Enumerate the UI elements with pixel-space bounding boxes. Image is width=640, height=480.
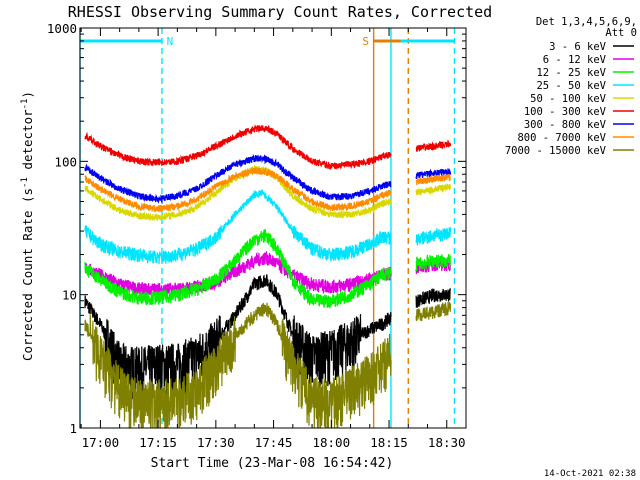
series-line: [84, 189, 452, 265]
legend-label: 800 - 7000 keV: [517, 132, 606, 144]
flag-label-n: N: [167, 35, 174, 48]
series-line: [84, 166, 452, 213]
y-tick-label: 100: [54, 154, 77, 169]
legend-label: 3 - 6 keV: [549, 41, 607, 53]
x-axis-label: Start Time (23-Mar-08 16:54:42): [151, 456, 394, 471]
x-tick-label: 17:00: [82, 435, 120, 450]
axis-ticks: 17:00 17:15 17:30 17:45 18:00 18:15 18:30 1 10 10…: [47, 21, 467, 450]
series-line: [84, 301, 452, 429]
legend-label: 300 - 800 keV: [524, 119, 607, 131]
legend-label: 100 - 300 keV: [524, 106, 607, 118]
y-axis-label: Corrected Count Rate (s-1 detector-1): [20, 91, 35, 361]
legend-label: 12 - 25 keV: [536, 67, 606, 79]
x-tick-label: 18:15: [370, 435, 408, 450]
series-layer: [84, 124, 452, 429]
legend-label: 25 - 50 keV: [536, 80, 606, 92]
plot-border: [79, 27, 467, 429]
flag-label-s: S: [362, 35, 369, 48]
footer-date: 14-Oct-2021 02:38: [544, 469, 636, 479]
x-tick-label: 18:00: [312, 435, 350, 450]
legend-label: 6 - 12 keV: [543, 54, 607, 66]
series-line: [84, 229, 452, 309]
y-tick-label: 1: [69, 421, 77, 436]
legend-header: Det 1,3,4,5,6,9,: [536, 16, 637, 28]
x-tick-label: 18:30: [428, 435, 466, 450]
series-line: [84, 153, 452, 205]
series-line: [84, 274, 451, 403]
x-tick-label: 17:15: [139, 435, 177, 450]
chart-title: RHESSI Observing Summary Count Rates, Co…: [68, 3, 492, 21]
legend-label: 7000 - 15000 keV: [505, 145, 607, 157]
legend-label: 50 - 100 keV: [530, 93, 607, 105]
series-line: [84, 124, 452, 171]
x-tick-label: 17:45: [255, 435, 293, 450]
plot-frame: [79, 27, 467, 429]
y-tick-label: 10: [62, 288, 77, 303]
legend-header: Att 0: [605, 27, 637, 39]
x-tick-label: 17:30: [197, 435, 235, 450]
y-tick-label: 1000: [47, 21, 77, 36]
